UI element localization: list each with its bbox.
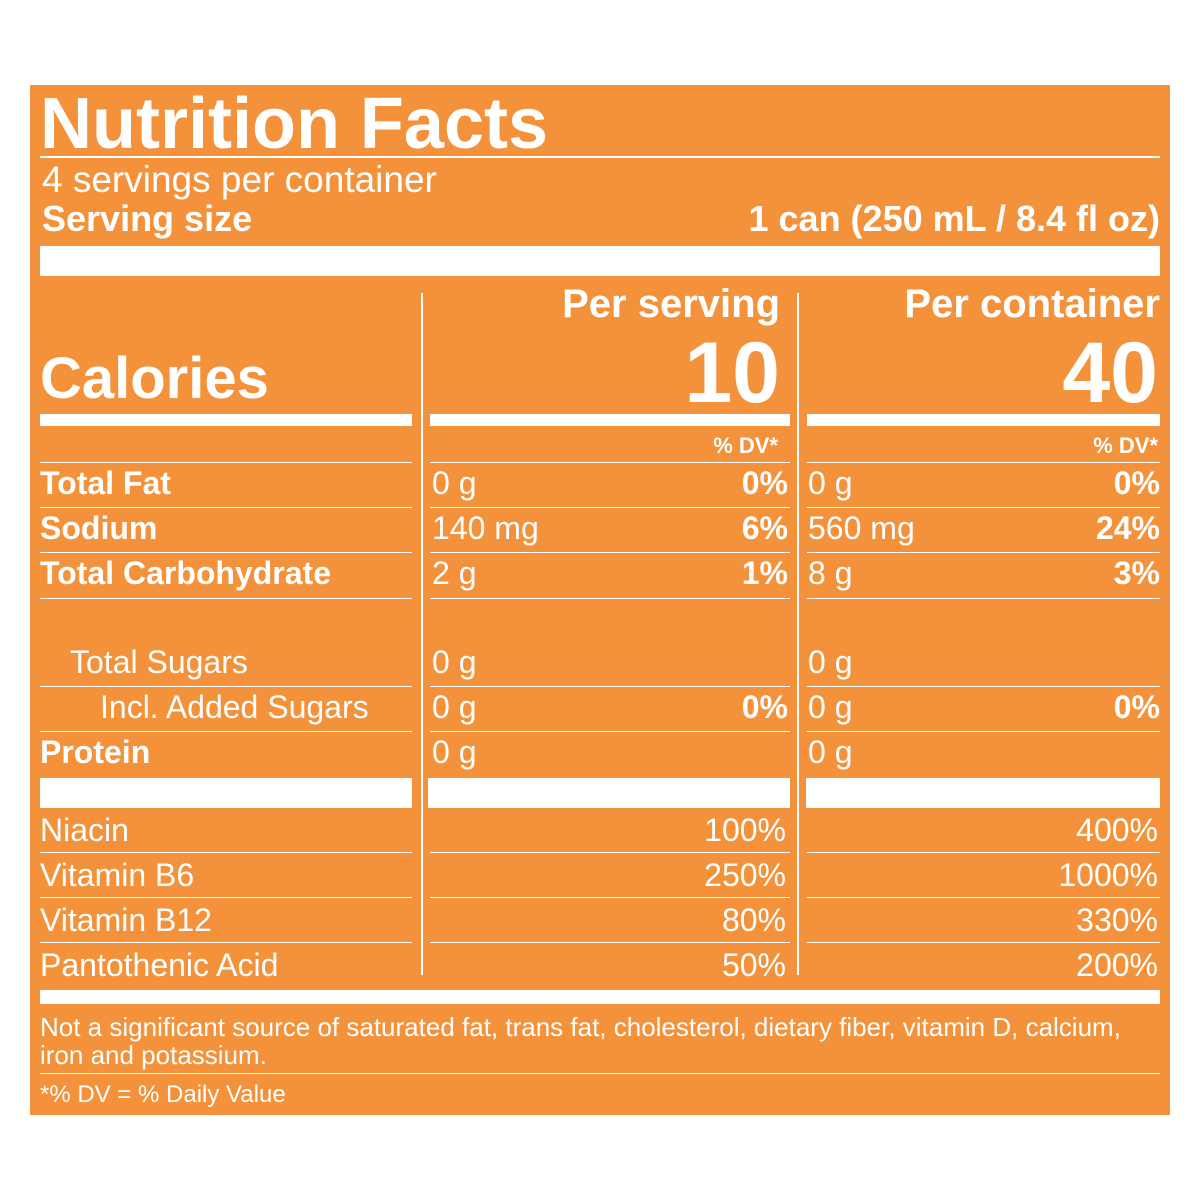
daily-value: 80% (721, 902, 786, 938)
amount: 0 g (432, 689, 477, 725)
dv-header: % DV* (713, 433, 778, 458)
rule (430, 462, 790, 463)
amount: 0 g (808, 465, 853, 501)
rule (40, 852, 412, 853)
nutrient-name: Sodium (40, 510, 158, 546)
rule (40, 507, 412, 508)
rule (40, 897, 412, 898)
daily-value: 100% (704, 812, 786, 848)
daily-value: 3% (1113, 555, 1160, 591)
daily-value: 330% (1076, 902, 1158, 938)
dv-note: *% DV = % Daily Value (40, 1081, 286, 1108)
rule (807, 897, 1160, 898)
calories-label: Calories (40, 346, 269, 411)
rule (40, 731, 412, 732)
calories-value: 10 (684, 325, 780, 421)
rule (40, 598, 412, 599)
serving-size-value: 1 can (250 mL / 8.4 fl oz) (748, 198, 1161, 239)
rule (430, 942, 790, 943)
rule (40, 462, 412, 463)
rule (807, 852, 1160, 853)
amount: 140 mg (432, 510, 539, 546)
daily-value: 1% (741, 555, 788, 591)
amount: 0 g (808, 734, 853, 770)
nutrient-name: Total Sugars (70, 644, 248, 680)
rule (40, 156, 1160, 158)
thick-bar (40, 246, 1160, 276)
servings: 4 servings per container (42, 159, 437, 200)
nutrient-name: Incl. Added Sugars (100, 689, 369, 725)
amount: 0 g (808, 644, 853, 680)
amount: 0 g (808, 689, 853, 725)
rule (430, 897, 790, 898)
thick-bar (807, 414, 1160, 426)
vitamin-name: Niacin (40, 812, 129, 848)
rule (807, 507, 1160, 508)
calories-value: 40 (1062, 325, 1158, 421)
vitamin-name: Vitamin B6 (40, 857, 195, 893)
rule (807, 686, 1160, 687)
daily-value: 24% (1095, 510, 1160, 546)
footnote: Not a significant source of saturated fa… (40, 1012, 1121, 1070)
rule (807, 942, 1160, 943)
rule (807, 598, 1160, 599)
daily-value: 200% (1076, 947, 1158, 983)
rule (430, 598, 790, 599)
vitamin-name: Pantothenic Acid (40, 947, 279, 983)
thick-bar (40, 990, 1160, 1004)
column-divider (797, 293, 799, 975)
amount: 0 g (432, 734, 477, 770)
daily-value: 0% (1113, 465, 1160, 501)
rule (807, 731, 1160, 732)
rule (430, 552, 790, 553)
daily-value: 400% (1076, 812, 1158, 848)
title: Nutrition Facts (40, 84, 549, 164)
rule (40, 1073, 1160, 1074)
nutrient-name: Total Carbohydrate (40, 555, 331, 591)
column-divider (421, 293, 423, 975)
rule (430, 507, 790, 508)
daily-value: 0% (741, 689, 788, 725)
column-header: Per serving (562, 282, 780, 326)
amount: 0 g (432, 644, 477, 680)
amount: 560 mg (808, 510, 915, 546)
thick-bar (40, 778, 412, 808)
rule (40, 686, 412, 687)
thick-bar (428, 778, 790, 808)
rule (430, 852, 790, 853)
thick-bar (430, 414, 790, 426)
daily-value: 0% (1113, 689, 1160, 725)
nutrient-name: Protein (40, 734, 151, 770)
amount: 8 g (808, 555, 853, 591)
rule (40, 942, 412, 943)
nutrient-name: Total Fat (40, 465, 171, 501)
vitamin-name: Vitamin B12 (40, 902, 212, 938)
thick-bar (806, 778, 1160, 808)
daily-value: 0% (741, 465, 788, 501)
rule (807, 552, 1160, 553)
thick-bar (40, 414, 412, 426)
rule (430, 731, 790, 732)
rule (807, 462, 1160, 463)
rule (40, 552, 412, 553)
daily-value: 6% (741, 510, 788, 546)
daily-value: 1000% (1058, 857, 1158, 893)
column-header: Per container (904, 282, 1160, 326)
dv-header: % DV* (1093, 433, 1158, 458)
amount: 0 g (432, 465, 477, 501)
serving-size-label: Serving size (42, 198, 253, 239)
rule (430, 686, 790, 687)
amount: 2 g (432, 555, 477, 591)
daily-value: 50% (721, 947, 786, 983)
daily-value: 250% (704, 857, 786, 893)
